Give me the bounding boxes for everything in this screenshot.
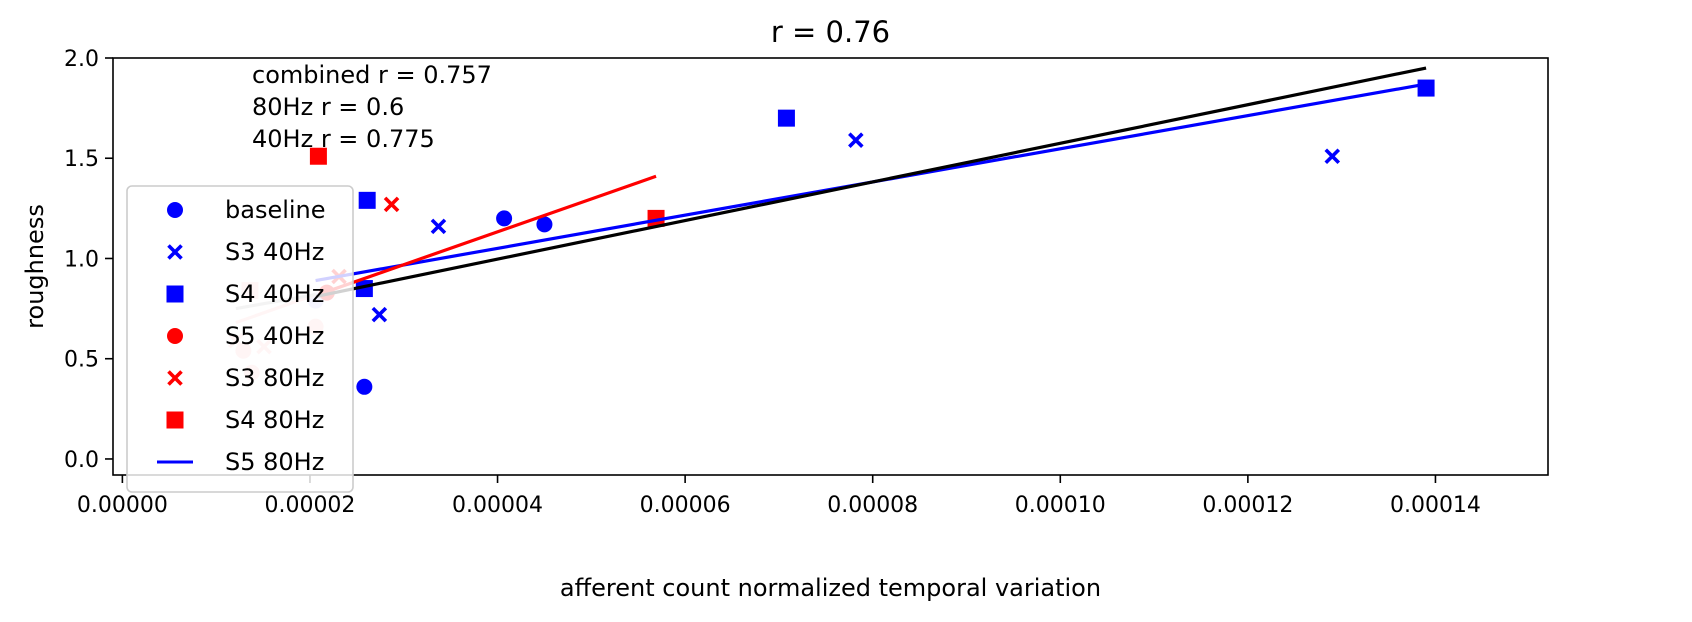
x-axis-label: afferent count normalized temporal varia…	[560, 574, 1101, 602]
fit-line-2	[315, 66, 1427, 299]
data-point-s3-40hz	[1324, 148, 1341, 165]
x-tick-label: 0.00008	[827, 493, 918, 518]
annotation-combined-r: combined r = 0.757	[252, 61, 492, 89]
data-point-s4-40hz	[1417, 79, 1435, 97]
x-tick-label: 0.00002	[264, 493, 355, 518]
x-marker-stroke	[1324, 148, 1341, 165]
annotation-80hz-r: 80Hz r = 0.6	[252, 93, 404, 121]
data-point-s4-80hz	[309, 147, 327, 165]
x-tick-label: 0.00004	[452, 493, 543, 518]
data-point-baseline	[356, 378, 373, 395]
legend-marker	[166, 411, 184, 429]
legend-label: S5 80Hz	[225, 448, 324, 476]
x-marker-stroke	[848, 132, 864, 148]
y-tick-label: 0.0	[64, 448, 99, 473]
x-tick-label: 0.00012	[1202, 493, 1293, 518]
legend-marker	[167, 244, 183, 260]
x-marker-stroke	[383, 196, 400, 213]
data-point-s3-80hz	[383, 196, 400, 213]
legend-label: S5 40Hz	[225, 322, 324, 350]
legend-label: baseline	[225, 196, 326, 224]
x-tick-label: 0.00010	[1015, 493, 1106, 518]
y-tick-label: 2.0	[64, 47, 99, 72]
y-tick-label: 0.5	[64, 348, 99, 373]
x-tick-label: 0.00000	[77, 493, 168, 518]
y-tick-label: 1.5	[64, 147, 99, 172]
annotations: combined r = 0.757 80Hz r = 0.6 40Hz r =…	[252, 61, 492, 153]
y-axis-label: roughness	[21, 204, 49, 329]
ticks-layer: 0.00000 0.00002 0.00004 0.00006 0.00008 0.000…	[64, 47, 1481, 518]
data-point-baseline	[496, 210, 513, 227]
data-point-baseline	[536, 216, 553, 233]
data-point-s4-40hz	[358, 191, 376, 209]
legend-label: S4 80Hz	[225, 406, 324, 434]
y-tick-label: 1.0	[64, 247, 99, 272]
data-point-s3-40hz	[371, 306, 388, 323]
x-marker-stroke	[430, 218, 447, 235]
legend-marker	[167, 202, 183, 218]
data-point-s3-40hz	[848, 132, 864, 148]
fit-line-1	[317, 174, 657, 297]
data-point-s3-40hz	[430, 218, 447, 235]
chart-title: r = 0.76	[771, 15, 890, 49]
legend-label: S3 80Hz	[225, 364, 324, 392]
legend-marker	[167, 328, 183, 344]
data-point-s4-40hz	[777, 109, 795, 127]
legend: baseline S3 40Hz S4 40Hz S5 40Hz S3 80Hz S4 8…	[126, 185, 354, 493]
legend-label: S4 40Hz	[225, 280, 324, 308]
x-marker-stroke	[167, 370, 183, 386]
annotation-40hz-r: 40Hz r = 0.775	[252, 125, 435, 153]
legend-label: S3 40Hz	[225, 238, 324, 266]
x-marker-stroke	[371, 306, 388, 323]
x-tick-label: 0.00006	[640, 493, 731, 518]
x-tick-label: 0.00014	[1390, 493, 1481, 518]
legend-marker	[166, 285, 184, 303]
x-marker-stroke	[167, 244, 183, 260]
plot-frame	[112, 57, 1549, 476]
legend-marker	[167, 370, 183, 386]
